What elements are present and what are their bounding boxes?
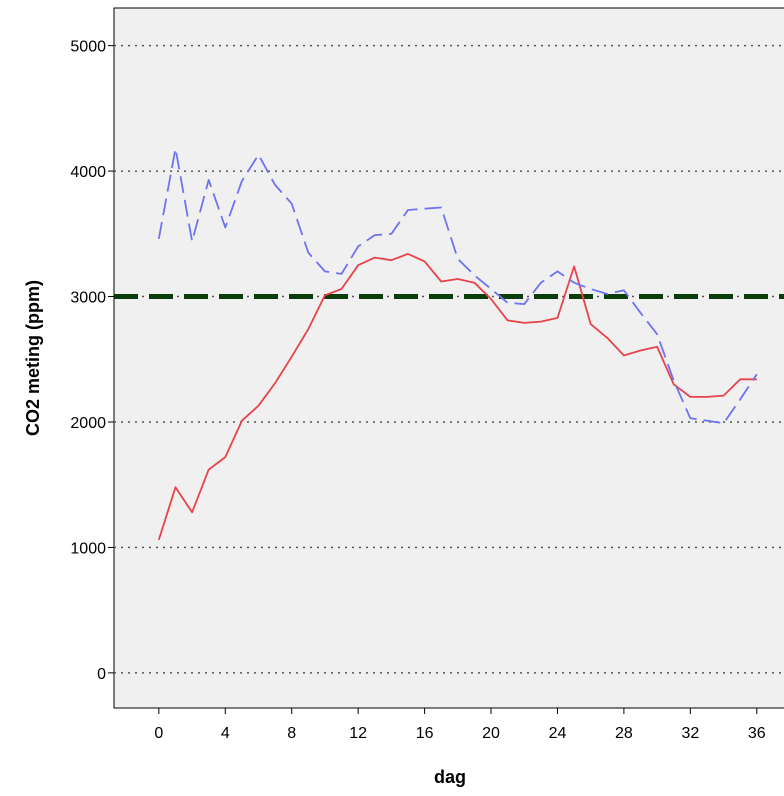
y-axis-title: CO2 meting (ppm) [23, 280, 43, 436]
x-tick-label: 24 [549, 725, 567, 742]
x-tick-label: 8 [287, 725, 296, 742]
x-tick-label: 36 [748, 725, 766, 742]
series-line-2 [157, 147, 758, 425]
x-axis-title: dag [434, 767, 466, 787]
y-tick-label: 2000 [70, 415, 106, 432]
y-tick-label: 0 [97, 666, 106, 683]
y-tick-label: 3000 [70, 290, 106, 307]
y-tick-label: 1000 [70, 540, 106, 557]
plot-area [113, 7, 784, 709]
series-lines [114, 147, 784, 541]
x-tick-label: 28 [615, 725, 633, 742]
x-tick-label: 16 [416, 725, 434, 742]
x-tick-label: 12 [349, 725, 367, 742]
x-axis: 0 4 8 12 16 20 24 28 32 36 [154, 708, 766, 742]
y-tick-label: 4000 [70, 164, 106, 181]
y-tick-label: 5000 [70, 39, 106, 56]
x-tick-label: 4 [221, 725, 230, 742]
x-tick-label: 0 [154, 725, 163, 742]
x-tick-label: 32 [681, 725, 699, 742]
series-line-1 [157, 252, 757, 541]
x-tick-label: 20 [482, 725, 500, 742]
y-axis: 0 1000 2000 3000 4000 5000 [70, 39, 114, 683]
